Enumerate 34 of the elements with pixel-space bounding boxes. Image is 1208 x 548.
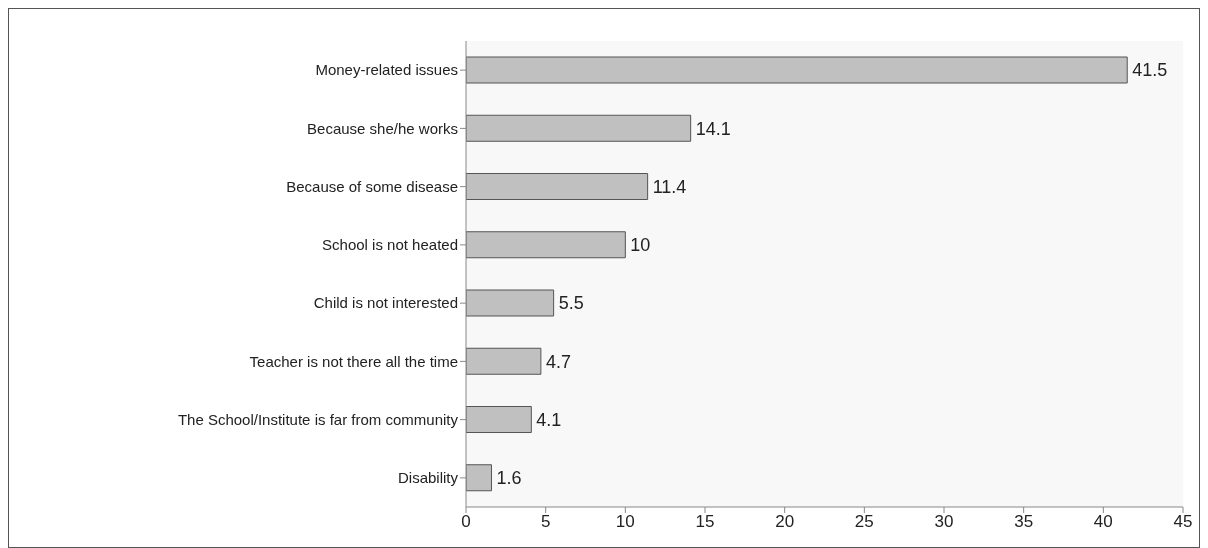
x-tick-label: 25 — [854, 512, 874, 532]
x-tick-label: 0 — [461, 512, 471, 532]
x-tick-label: 30 — [934, 512, 954, 532]
bar — [466, 289, 555, 317]
bar — [466, 56, 1128, 84]
x-tick-label: 35 — [1014, 512, 1034, 532]
x-tick-label: 5 — [540, 512, 551, 532]
x-tick-label: 45 — [1173, 512, 1193, 532]
y-tick-label: Teacher is not there all the time — [249, 352, 458, 370]
y-tick-label: The School/Institute is far from community — [177, 410, 459, 428]
data-label: 5.5 — [558, 293, 584, 314]
y-tick-label: Disability — [397, 469, 459, 487]
y-tick-label: Because of some disease — [286, 177, 458, 195]
bar — [466, 231, 626, 259]
x-tick-label: 10 — [615, 512, 635, 532]
y-tick-label: Money-related issues — [315, 61, 458, 79]
data-label: 10 — [630, 235, 651, 256]
data-label: 14.1 — [695, 118, 731, 139]
y-tick-label: Because she/he works — [307, 119, 458, 137]
y-tick-label: School is not heated — [322, 236, 458, 254]
x-tick-label: 40 — [1093, 512, 1113, 532]
bar — [466, 406, 532, 433]
data-label: 41.5 — [1132, 60, 1168, 81]
y-tick-label: Child is not interested — [313, 294, 458, 312]
bar — [466, 347, 542, 375]
data-label: 4.7 — [545, 351, 571, 372]
bar — [466, 173, 649, 200]
data-label: 4.1 — [536, 409, 562, 430]
data-label: 1.6 — [496, 468, 522, 489]
x-tick-label: 15 — [695, 512, 715, 532]
x-tick-label: 20 — [775, 512, 795, 532]
bar — [466, 114, 692, 142]
data-label: 11.4 — [652, 176, 687, 197]
bar — [466, 464, 492, 492]
